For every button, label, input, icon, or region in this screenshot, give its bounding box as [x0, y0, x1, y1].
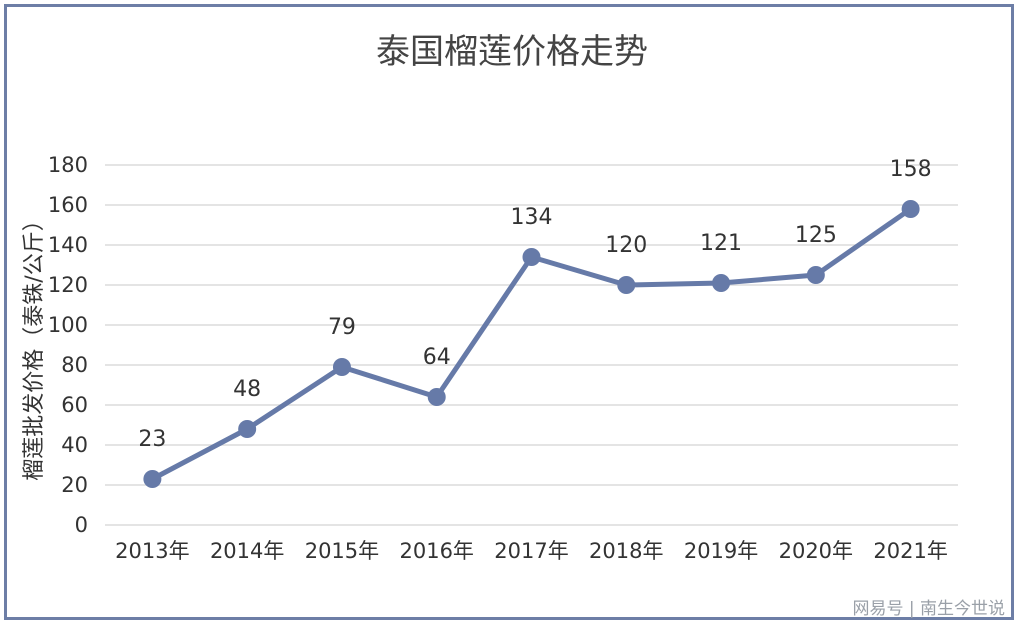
x-tick-label: 2014年 [210, 539, 284, 563]
data-label: 79 [328, 315, 356, 340]
data-label: 23 [138, 427, 166, 452]
data-label: 158 [890, 157, 932, 182]
y-tick-label: 100 [48, 313, 88, 337]
data-point [427, 388, 446, 406]
data-point [143, 470, 162, 488]
data-point [522, 248, 541, 266]
data-labels: 23 48 79 64 134 120 121 125 158 [138, 157, 931, 452]
data-points [143, 200, 920, 488]
y-tick-label: 140 [48, 233, 88, 257]
data-point [617, 276, 636, 294]
y-axis-label: 榴莲批发价格（泰铢/公斤） [22, 209, 47, 480]
x-tick-label: 2018年 [589, 539, 663, 563]
y-tick-label: 60 [61, 393, 88, 417]
data-label: 64 [423, 345, 451, 370]
data-label: 121 [700, 231, 742, 256]
y-tick-label: 20 [61, 473, 88, 497]
y-tick-label: 160 [48, 193, 88, 217]
y-tick-label: 0 [75, 513, 88, 537]
y-tick-label: 80 [61, 353, 88, 377]
data-label: 48 [233, 377, 261, 402]
data-label: 125 [795, 223, 837, 248]
data-point [712, 274, 731, 292]
data-point [806, 266, 825, 284]
gridlines [105, 164, 958, 526]
chart-frame [4, 4, 1014, 620]
x-tick-label: 2013年 [115, 539, 189, 563]
chart-title: 泰国榴莲价格走势 [376, 32, 648, 72]
x-tick-label: 2019年 [684, 539, 758, 563]
x-axis-ticks: 2013年 2014年 2015年 2016年 2017年 2018年 2019年 2020年… [115, 539, 948, 563]
y-axis-ticks: 0 20 40 60 80 100 120 140 160 180 [48, 153, 88, 537]
data-point [901, 200, 920, 218]
data-label: 120 [605, 233, 647, 258]
y-tick-label: 180 [48, 153, 88, 177]
data-point [238, 420, 257, 438]
y-tick-label: 120 [48, 273, 88, 297]
data-label: 134 [511, 205, 553, 230]
watermark: 网易号 | 南生今世说 [852, 599, 1005, 619]
x-tick-label: 2017年 [494, 539, 568, 563]
x-tick-label: 2016年 [399, 539, 473, 563]
data-point [332, 358, 351, 376]
x-tick-label: 2021年 [873, 539, 947, 563]
y-tick-label: 40 [61, 433, 88, 457]
x-tick-label: 2015年 [305, 539, 379, 563]
x-tick-label: 2020年 [779, 539, 853, 563]
